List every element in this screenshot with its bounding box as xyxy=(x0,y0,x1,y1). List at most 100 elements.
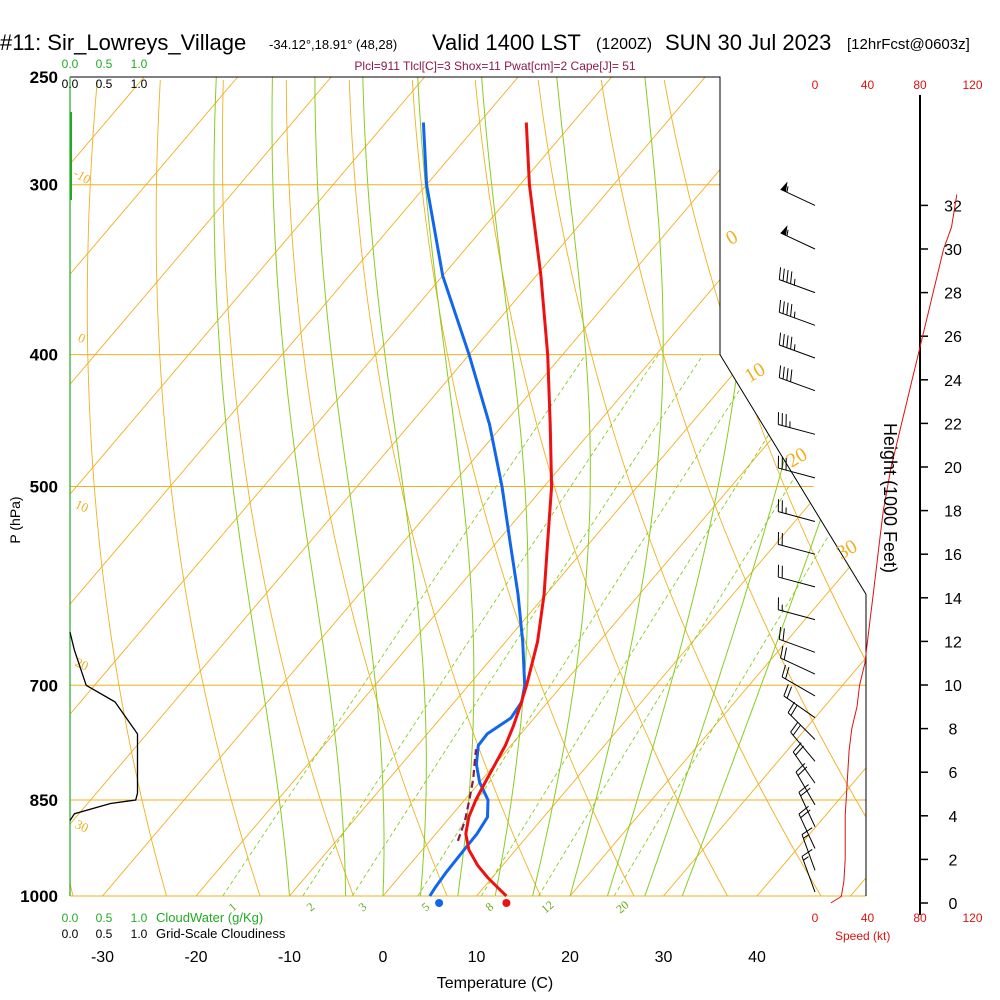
temperature-tick-label: 10 xyxy=(468,949,486,966)
moist-adiabat-line xyxy=(569,77,664,896)
height-tick-label: 20 xyxy=(944,460,962,477)
moist-adiabat-line xyxy=(314,77,385,896)
wind-barb-flag xyxy=(786,269,789,283)
dry-adiabat-label: 30 xyxy=(73,816,91,835)
wind-barb-halfflag xyxy=(786,186,789,193)
speed-tick-top: 40 xyxy=(861,78,875,92)
height-speed-panel: 0246810121416182022242628303200404080801… xyxy=(812,78,983,925)
mixing-ratio-line xyxy=(222,354,586,896)
wind-barb xyxy=(777,412,816,435)
wind-barb xyxy=(777,531,816,555)
wind-barb-flag xyxy=(786,302,789,316)
wind-barb-staff xyxy=(778,511,816,522)
wind-barb xyxy=(798,805,816,849)
isobars xyxy=(70,76,866,897)
dry-adiabat-line xyxy=(600,79,866,896)
wind-barb xyxy=(777,499,816,522)
dry-adiabat-line xyxy=(155,79,261,896)
speed-tick-top: 120 xyxy=(962,78,982,92)
speed-tick-bottom: 80 xyxy=(913,911,927,925)
mixing-ratio-line xyxy=(480,354,820,896)
cloud-water-tick-bottom: 1.0 xyxy=(131,911,148,925)
sounding-profiles xyxy=(421,122,554,907)
wind-barb-staff xyxy=(780,188,816,206)
dry-adiabat-line xyxy=(221,79,354,896)
wind-barb-staff xyxy=(787,712,816,740)
cloudiness-tick-bottom: 1.0 xyxy=(131,927,148,941)
temperature-tick-label: -10 xyxy=(278,949,301,966)
mixing-ratio-line xyxy=(538,354,866,896)
mixing-ratio-label: 3 xyxy=(356,900,370,915)
wind-barb-flag xyxy=(795,763,806,773)
pressure-tick-label: 250 xyxy=(30,68,58,87)
wind-barb-flag xyxy=(790,336,793,350)
wind-barb-staff xyxy=(779,638,816,653)
speed-tick-top: 0 xyxy=(812,78,819,92)
speed-legend: Speed (kt) xyxy=(835,929,890,943)
cloud-water-tick-bottom: 0.0 xyxy=(62,911,79,925)
forecast-label: [12hrFcst@0603z] xyxy=(847,36,970,53)
speed-tick-top: 80 xyxy=(913,78,927,92)
frame-right-edge xyxy=(70,76,867,896)
dry-adiabat-line xyxy=(852,79,866,896)
pressure-tick-label: 400 xyxy=(30,346,58,365)
wind-barb-staff xyxy=(795,771,816,806)
wind-barb-staff xyxy=(783,695,816,719)
wind-barb-halfflag xyxy=(793,278,796,286)
wind-barb-staff xyxy=(778,609,816,621)
wind-barb-flag xyxy=(801,827,813,836)
wind-barb xyxy=(778,332,816,359)
wind-barb-flag xyxy=(797,766,808,776)
moist-adiabat-line xyxy=(532,77,591,896)
cloudiness-tick-bottom: 0.5 xyxy=(96,927,113,941)
dry-adiabat-line xyxy=(411,79,635,896)
plot-frame xyxy=(69,76,867,896)
stability-indices: Plcl=911 Tlcl[C]=3 Shox=11 Pwat[cm]=2 Ca… xyxy=(354,59,635,73)
wind-barb-flag xyxy=(783,647,788,660)
height-tick-label: 22 xyxy=(944,416,962,433)
dry-adiabat-line xyxy=(285,80,448,896)
dry-adiabat-label: 0 xyxy=(722,226,742,250)
wind-barb xyxy=(801,849,816,893)
wind-barb-flag xyxy=(783,684,789,697)
wind-barb-staff xyxy=(792,751,816,784)
height-tick-label: 10 xyxy=(944,678,962,695)
wind-barb xyxy=(777,455,816,479)
wind-barb-flag xyxy=(778,267,782,280)
pressure-tick-label: 700 xyxy=(30,676,58,695)
wind-barb-flag xyxy=(798,784,809,793)
temperature-tick-label: 0 xyxy=(379,949,388,966)
dry-adiabat-label: 10 xyxy=(741,358,769,387)
wind-barb-flag xyxy=(780,645,784,659)
surface-temperature-point xyxy=(502,899,511,907)
height-tick-label: 14 xyxy=(944,591,962,608)
moist-adiabat-line xyxy=(481,77,529,896)
wind-barb-staff xyxy=(779,279,816,294)
utc-time: (1200Z) xyxy=(596,36,652,53)
cloudiness-tick-top: 1.0 xyxy=(131,77,148,91)
mixing-ratio-line xyxy=(302,354,659,896)
temperature-tick-label: 30 xyxy=(655,949,673,966)
wind-barb-flag xyxy=(778,365,782,378)
dry-adiabat-line xyxy=(663,79,866,896)
wind-barb xyxy=(783,684,816,719)
wind-barb-staff xyxy=(779,377,816,392)
wind-barb-flag xyxy=(790,369,793,382)
speed-tick-bottom: 0 xyxy=(812,911,819,925)
cloudiness-tick-top: 0.5 xyxy=(96,77,113,91)
wind-barb-flag xyxy=(782,301,785,314)
height-tick-label: 26 xyxy=(944,329,962,346)
wind-barb-flag xyxy=(785,666,790,680)
cloud-water-tick-bottom: 0.5 xyxy=(96,911,113,925)
wind-barb-flag xyxy=(798,805,809,815)
height-tick-label: 12 xyxy=(944,634,962,651)
valid-time: Valid 1400 LST xyxy=(432,30,581,55)
isotherm-line xyxy=(663,77,866,896)
wind-barb-flag xyxy=(790,704,798,716)
speed-tick-bottom: 40 xyxy=(861,911,875,925)
dry-adiabat-label: 20 xyxy=(783,443,811,472)
height-tick-label: 24 xyxy=(944,373,962,390)
mixing-ratio-label: 12 xyxy=(538,898,556,916)
